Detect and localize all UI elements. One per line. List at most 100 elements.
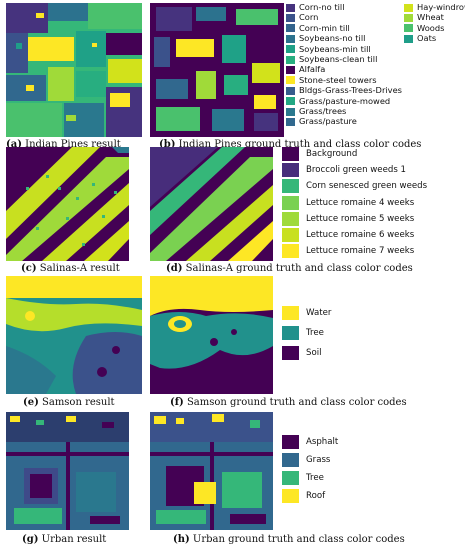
legend-label: Bldgs-Grass-Trees-Drives <box>299 85 402 96</box>
salinas-a-legend: Background Broccoli green weeds 1 Corn sen… <box>282 147 462 261</box>
legend-item: Soil <box>282 346 322 360</box>
legend-item: Tree <box>282 326 324 340</box>
legend-label: Wheat <box>417 12 444 23</box>
legend-swatch <box>286 55 295 64</box>
legend-item: Lettuce romaine 7 weeks <box>282 244 414 259</box>
legend-item: Corn <box>286 13 318 22</box>
legend-swatch <box>286 86 295 95</box>
legend-swatch <box>286 45 295 54</box>
urban-ground-truth-map <box>150 412 273 530</box>
indian-pines-legend: Corn-no till Corn Corn-min till Soybeans-no… <box>286 3 465 133</box>
legend-label: Corn-min till <box>299 22 350 33</box>
legend-label: Grass/trees <box>299 106 347 116</box>
legend-label: Corn <box>299 12 319 23</box>
caption-g: (g) Urban result <box>22 534 107 545</box>
legend-swatch <box>282 163 299 178</box>
caption-b: (b) Indian Pines ground truth and class … <box>159 139 422 150</box>
legend-swatch <box>286 24 295 33</box>
legend-item: Grass/trees <box>286 107 346 116</box>
legend-item: Woods <box>404 22 445 33</box>
legend-swatch <box>282 244 299 259</box>
legend-label: Roof <box>306 491 326 501</box>
legend-label: Alfalfa <box>299 64 326 75</box>
salinas-a-ground-truth-map <box>150 147 273 261</box>
legend-swatch <box>282 306 299 320</box>
legend-swatch <box>286 117 295 126</box>
legend-swatch <box>282 195 299 210</box>
legend-label: Grass <box>306 455 331 465</box>
indian-pines-result-map <box>6 3 142 137</box>
legend-item: Grass <box>282 453 330 467</box>
caption-d: (d) Salinas-A ground truth and class col… <box>166 263 413 274</box>
legend-item: Soybeans-no till <box>286 34 365 43</box>
legend-swatch <box>282 211 299 226</box>
legend-label: Soil <box>306 348 322 358</box>
legend-swatch <box>286 76 295 85</box>
legend-swatch <box>404 24 413 33</box>
urban-result-map <box>6 412 129 530</box>
legend-item: Broccoli green weeds 1 <box>282 163 406 178</box>
legend-label: Broccoli green weeds 1 <box>306 165 406 176</box>
legend-label: Oats <box>417 33 437 44</box>
legend-item: Bldgs-Grass-Trees-Drives <box>286 86 402 95</box>
caption-a: (a) Indian Pines result <box>6 139 121 150</box>
legend-item: Background <box>282 147 357 161</box>
legend-item: Tree <box>282 471 324 485</box>
legend-swatch <box>404 13 413 22</box>
legend-swatch <box>286 13 295 22</box>
legend-item: Soybeans-clean till <box>286 55 377 64</box>
legend-label: Lettuce romaine 6 weeks <box>306 230 415 240</box>
legend-item: Corn senesced green weeds <box>282 179 427 194</box>
legend-item: Grass/pasture <box>286 117 357 126</box>
legend-swatch <box>286 97 295 106</box>
legend-swatch <box>282 471 299 485</box>
legend-label: Soybeans-no till <box>299 33 366 44</box>
legend-swatch <box>404 34 413 43</box>
legend-label: Soybeans-clean till <box>299 54 378 64</box>
caption-h: (h) Urban ground truth and class color c… <box>173 534 405 545</box>
legend-item: Soybeans-min till <box>286 43 371 54</box>
legend-label: Corn-no till <box>299 2 345 12</box>
caption-f: (f) Samson ground truth and class color … <box>170 397 407 408</box>
caption-e: (e) Samson result <box>23 397 115 408</box>
legend-item: Oats <box>404 34 436 43</box>
urban-legend: Asphalt Grass Tree Roof <box>282 435 402 505</box>
legend-swatch <box>282 346 299 360</box>
legend-swatch <box>282 228 299 242</box>
legend-item: Lettuce romaine 5 weeks <box>282 211 414 226</box>
legend-item: Corn-no till <box>286 3 345 12</box>
legend-swatch <box>286 3 295 12</box>
legend-item: Wheat <box>404 13 444 22</box>
legend-item: Roof <box>282 489 325 503</box>
legend-swatch <box>282 326 299 340</box>
legend-label: Woods <box>417 22 445 33</box>
legend-swatch <box>282 489 299 503</box>
legend-item: Water <box>282 306 331 320</box>
legend-item: Grass/pasture-mowed <box>286 95 391 106</box>
legend-swatch <box>404 3 413 12</box>
legend-item: Corn-min till <box>286 22 350 33</box>
legend-label: Tree <box>306 473 324 483</box>
legend-swatch <box>286 34 295 43</box>
legend-item: Hay-windrowed <box>404 3 465 12</box>
legend-label: Asphalt <box>306 437 339 447</box>
legend-label: Lettuce romaine 4 weeks <box>306 197 415 208</box>
legend-label: Grass/pasture-mowed <box>299 95 391 106</box>
legend-item: Lettuce romaine 6 weeks <box>282 228 414 242</box>
legend-label: Soybeans-min till <box>299 43 371 54</box>
legend-item: Lettuce romaine 4 weeks <box>282 195 415 210</box>
legend-item: Stone-steel towers <box>286 74 377 85</box>
legend-label: Tree <box>306 328 324 338</box>
legend-item: Alfalfa <box>286 65 325 74</box>
samson-ground-truth-map <box>150 276 273 394</box>
legend-label: Grass/pasture <box>299 116 357 127</box>
legend-swatch <box>286 65 295 74</box>
caption-c: (c) Salinas-A result <box>21 263 120 274</box>
samson-legend: Water Tree Soil <box>282 306 402 366</box>
salinas-a-result-map <box>6 147 129 261</box>
legend-swatch <box>282 179 299 194</box>
samson-result-map <box>6 276 142 394</box>
legend-label: Water <box>306 308 332 318</box>
legend-label: Stone-steel towers <box>299 74 377 85</box>
legend-swatch <box>286 107 295 116</box>
